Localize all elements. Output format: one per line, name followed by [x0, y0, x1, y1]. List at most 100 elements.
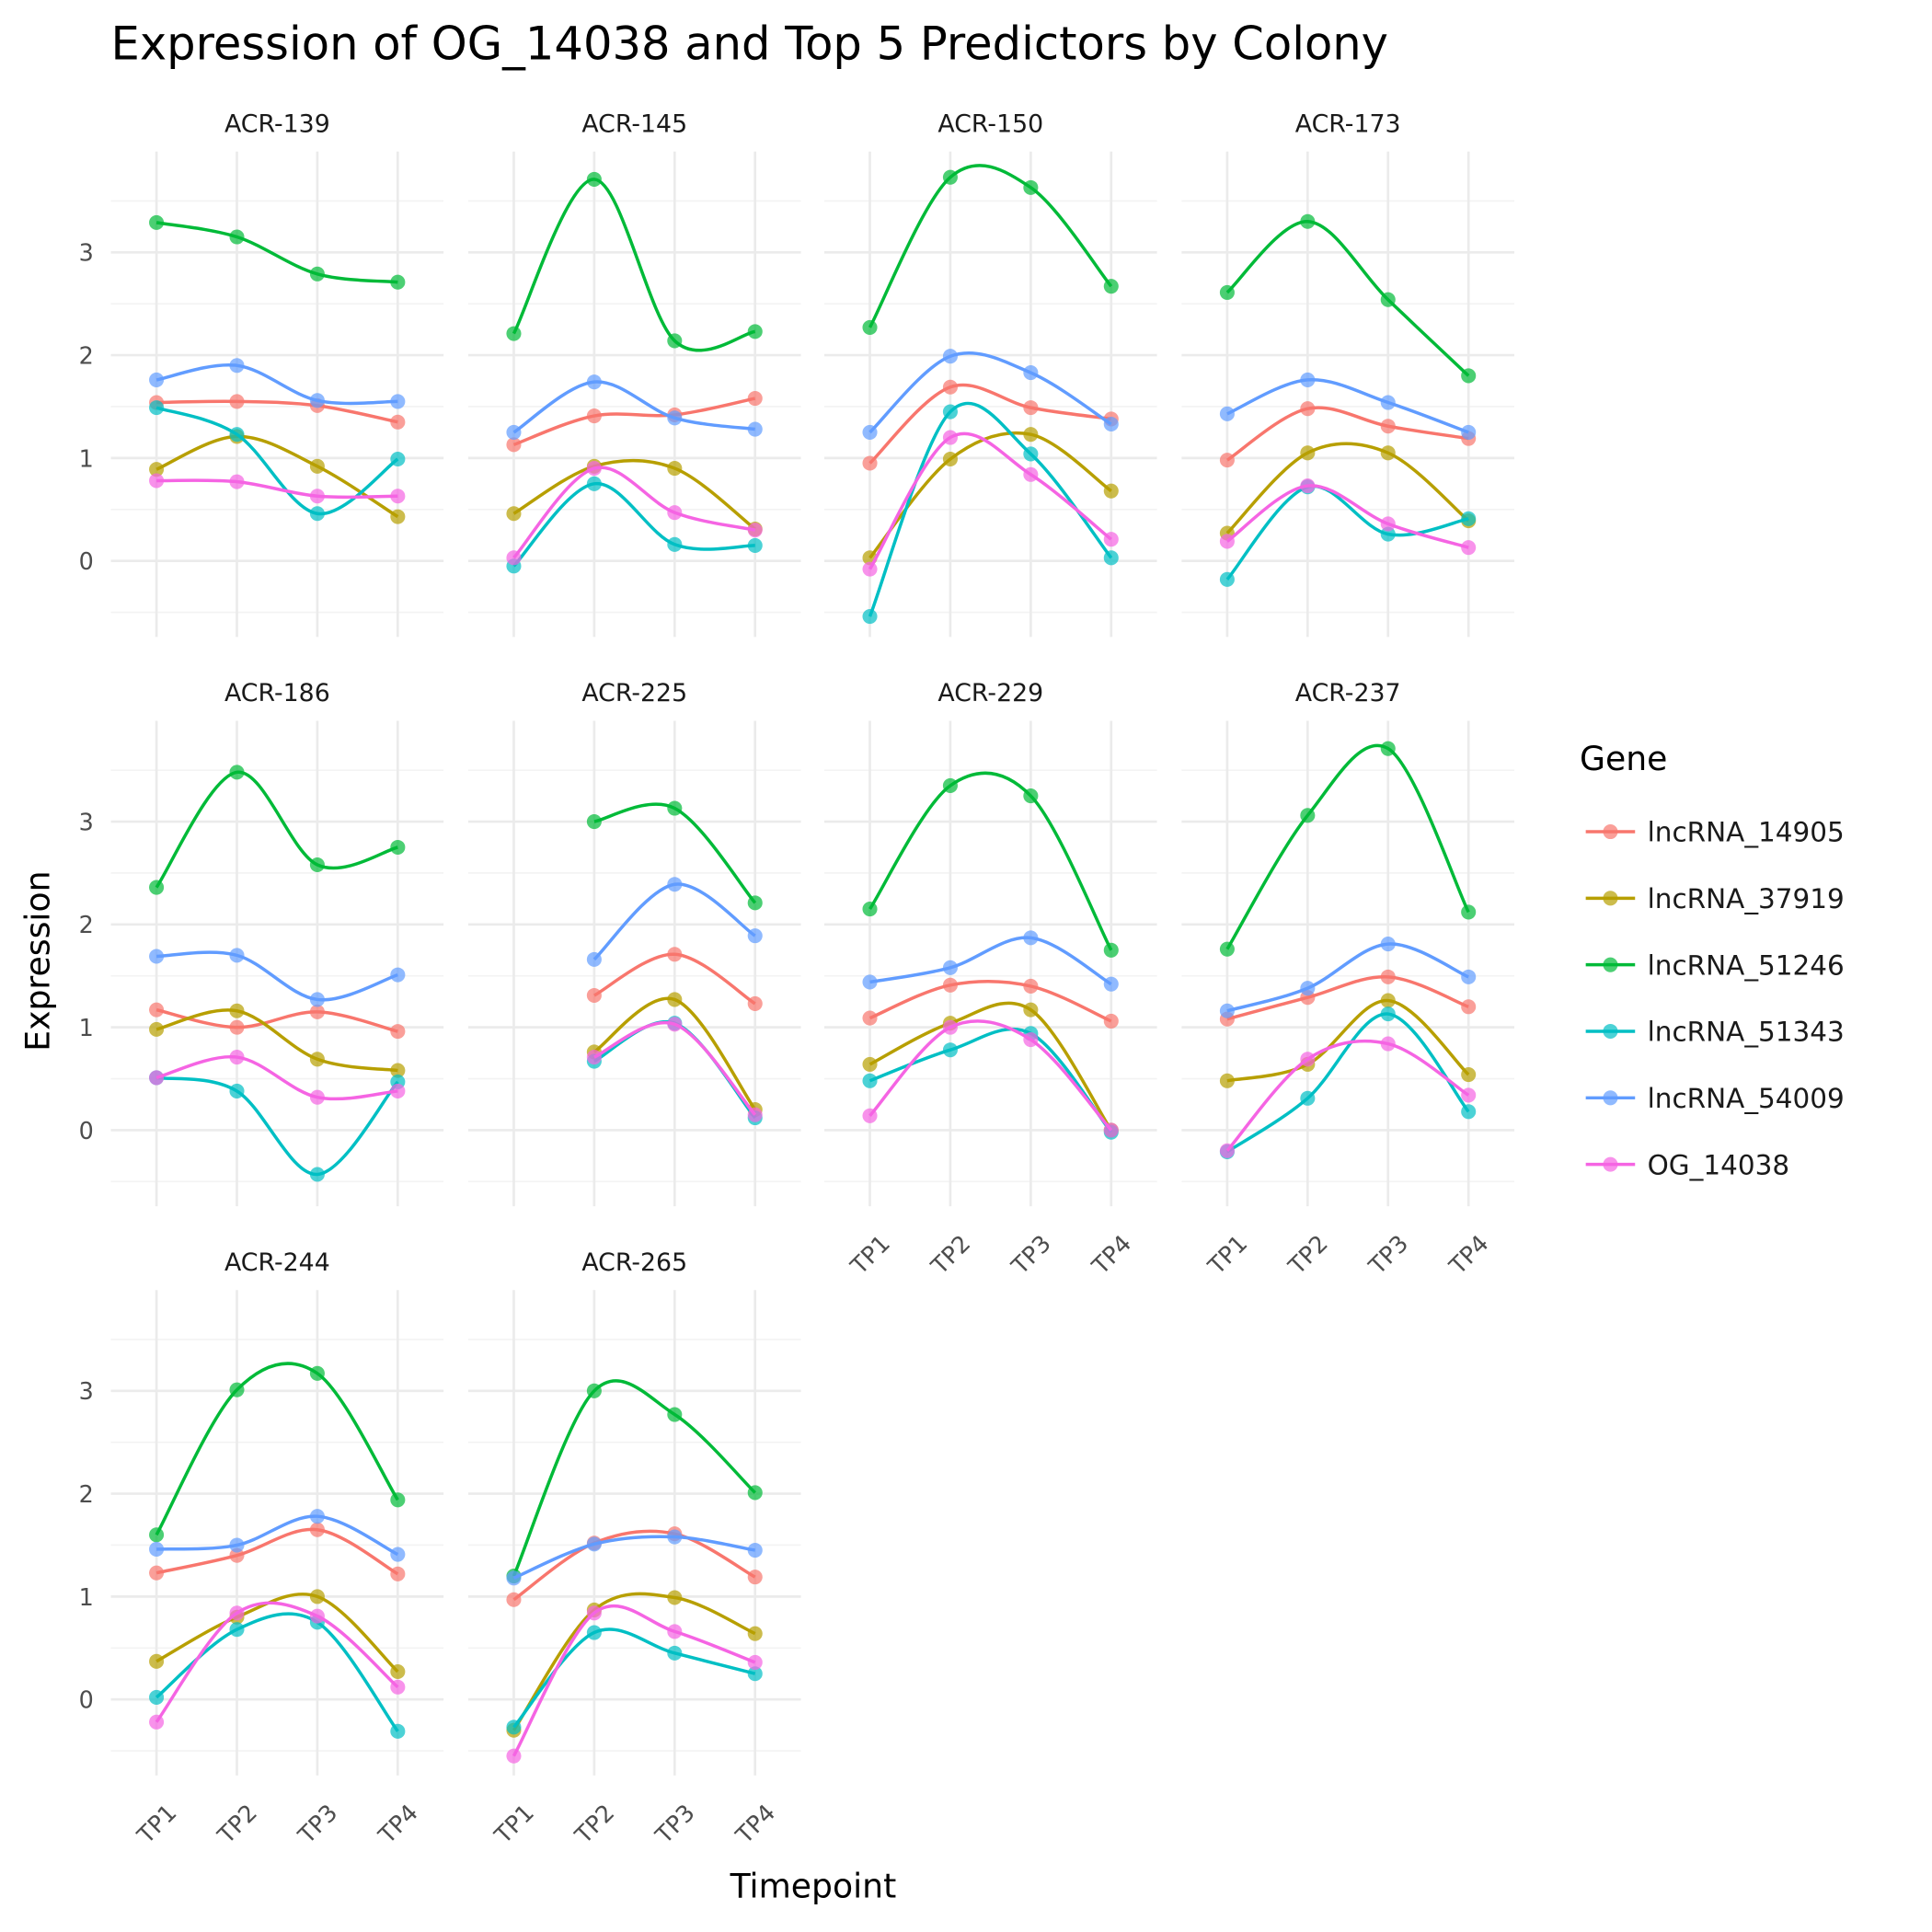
x-tick-label: TP2 [1282, 1229, 1333, 1280]
legend-key-point [1603, 1090, 1618, 1106]
data-point-lncRNA_51246 [390, 1492, 406, 1508]
data-point-lncRNA_51343 [942, 1042, 958, 1058]
y-axis-label: Expression [18, 871, 58, 1052]
data-point-lncRNA_54009 [1380, 937, 1396, 952]
data-point-lncRNA_51246 [390, 839, 406, 856]
x-tick-label: TP3 [650, 1799, 700, 1849]
data-point-OG_14038 [149, 1070, 165, 1086]
legend-label: lncRNA_14905 [1648, 817, 1845, 848]
data-point-lncRNA_51246 [229, 229, 245, 245]
data-point-lncRNA_51343 [390, 1723, 406, 1739]
data-point-OG_14038 [390, 1083, 406, 1098]
x-tick-label: TP4 [373, 1799, 423, 1849]
series-line-lncRNA_51246 [1225, 743, 1470, 950]
data-point-OG_14038 [1461, 540, 1477, 556]
data-point-lncRNA_54009 [390, 1547, 406, 1562]
panel-strip-label: ACR-145 [581, 109, 687, 138]
y-tick-label: 2 [79, 1480, 94, 1508]
series-line-lncRNA_51343 [1225, 1012, 1470, 1154]
x-tick-label: TP2 [212, 1799, 262, 1849]
data-point-lncRNA_14905 [506, 1592, 522, 1607]
data-point-lncRNA_54009 [1219, 406, 1235, 421]
data-point-lncRNA_51343 [1219, 571, 1235, 587]
data-point-OG_14038 [586, 461, 602, 477]
data-point-lncRNA_14905 [586, 987, 602, 1004]
data-point-lncRNA_51246 [1219, 284, 1235, 300]
series-line-lncRNA_37919 [155, 434, 399, 519]
series-line-OG_14038 [512, 466, 756, 559]
data-point-lncRNA_14905 [149, 1002, 165, 1018]
data-point-lncRNA_54009 [1103, 976, 1119, 992]
data-point-lncRNA_14905 [747, 1570, 763, 1585]
data-point-lncRNA_14905 [309, 1004, 325, 1019]
data-point-lncRNA_14905 [229, 394, 245, 409]
y-tick-label: 2 [79, 341, 94, 369]
data-point-lncRNA_51246 [1380, 292, 1396, 307]
data-point-lncRNA_54009 [1461, 969, 1477, 984]
legend-key-point [1603, 823, 1618, 840]
series-line-lncRNA_51343 [155, 406, 399, 516]
data-point-lncRNA_51246 [1103, 279, 1119, 294]
data-point-OG_14038 [1461, 1087, 1477, 1103]
series-line-OG_14038 [868, 1019, 1113, 1132]
data-point-lncRNA_51246 [747, 324, 763, 339]
series-line-lncRNA_14905 [868, 980, 1112, 1023]
data-point-lncRNA_51246 [1103, 942, 1119, 958]
series-line-lncRNA_14905 [512, 1529, 756, 1602]
data-point-lncRNA_51343 [1461, 511, 1477, 526]
data-point-lncRNA_54009 [942, 349, 958, 364]
data-point-lncRNA_51343 [149, 1689, 165, 1705]
data-point-lncRNA_51343 [1461, 1104, 1477, 1120]
data-point-OG_14038 [309, 489, 325, 504]
data-point-OG_14038 [390, 489, 406, 504]
series-line-lncRNA_51246 [868, 771, 1113, 951]
series-line-lncRNA_51246 [155, 770, 398, 889]
data-point-lncRNA_54009 [390, 394, 406, 409]
panel-strip-label: ACR-173 [1295, 109, 1401, 138]
x-tick-label: TP3 [1363, 1229, 1413, 1280]
data-point-lncRNA_51246 [586, 1383, 602, 1398]
series-line-lncRNA_54009 [1226, 378, 1469, 434]
data-point-lncRNA_14905 [942, 379, 958, 395]
legend-label: lncRNA_37919 [1648, 883, 1845, 914]
data-point-lncRNA_14905 [1023, 400, 1039, 416]
data-point-lncRNA_51343 [1103, 550, 1119, 566]
panel-ACR-150: ACR-150 [823, 109, 1157, 638]
data-point-lncRNA_51343 [229, 1622, 245, 1638]
x-tick-label: TP3 [1006, 1229, 1056, 1280]
data-point-lncRNA_14905 [747, 995, 763, 1011]
panel-ACR-229: ACR-229 TP1 TP2 TP3 TP4 [823, 679, 1157, 1280]
data-point-OG_14038 [862, 561, 878, 577]
panel-ACR-237: ACR-237 TP1 TP2 TP3 TP4 [1181, 679, 1514, 1280]
data-point-lncRNA_14905 [1219, 453, 1235, 468]
series-line-lncRNA_54009 [868, 351, 1112, 434]
data-point-OG_14038 [862, 1108, 878, 1123]
data-point-lncRNA_54009 [149, 1541, 165, 1557]
data-point-lncRNA_51246 [1380, 741, 1396, 756]
data-point-lncRNA_54009 [942, 960, 958, 975]
data-point-lncRNA_14905 [1023, 978, 1039, 994]
y-tick-label: 1 [79, 1583, 94, 1611]
series-line-lncRNA_54009 [512, 1535, 756, 1580]
series-line-OG_14038 [1225, 484, 1469, 549]
y-tick-label: 3 [79, 239, 94, 267]
y-tick-label: 3 [79, 808, 94, 835]
data-point-lncRNA_51246 [149, 880, 165, 895]
data-point-lncRNA_51246 [229, 765, 245, 780]
x-axis-label: Timepoint [730, 1866, 897, 1905]
data-point-lncRNA_14905 [229, 1019, 245, 1035]
data-point-OG_14038 [229, 1605, 245, 1621]
data-point-lncRNA_37919 [1461, 1067, 1477, 1083]
data-point-lncRNA_51343 [667, 1645, 683, 1661]
series-line-lncRNA_37919 [512, 458, 756, 531]
x-tick-label: TP2 [569, 1799, 619, 1849]
data-point-lncRNA_14905 [149, 1565, 165, 1581]
data-point-lncRNA_54009 [747, 1543, 763, 1558]
data-point-lncRNA_51246 [586, 814, 602, 830]
series-line-lncRNA_51246 [155, 1362, 399, 1536]
data-point-lncRNA_51246 [149, 214, 165, 230]
series-line-lncRNA_37919 [155, 1008, 398, 1073]
data-point-lncRNA_14905 [1461, 999, 1477, 1015]
data-point-OG_14038 [586, 1050, 602, 1065]
data-point-lncRNA_37919 [390, 1063, 406, 1078]
